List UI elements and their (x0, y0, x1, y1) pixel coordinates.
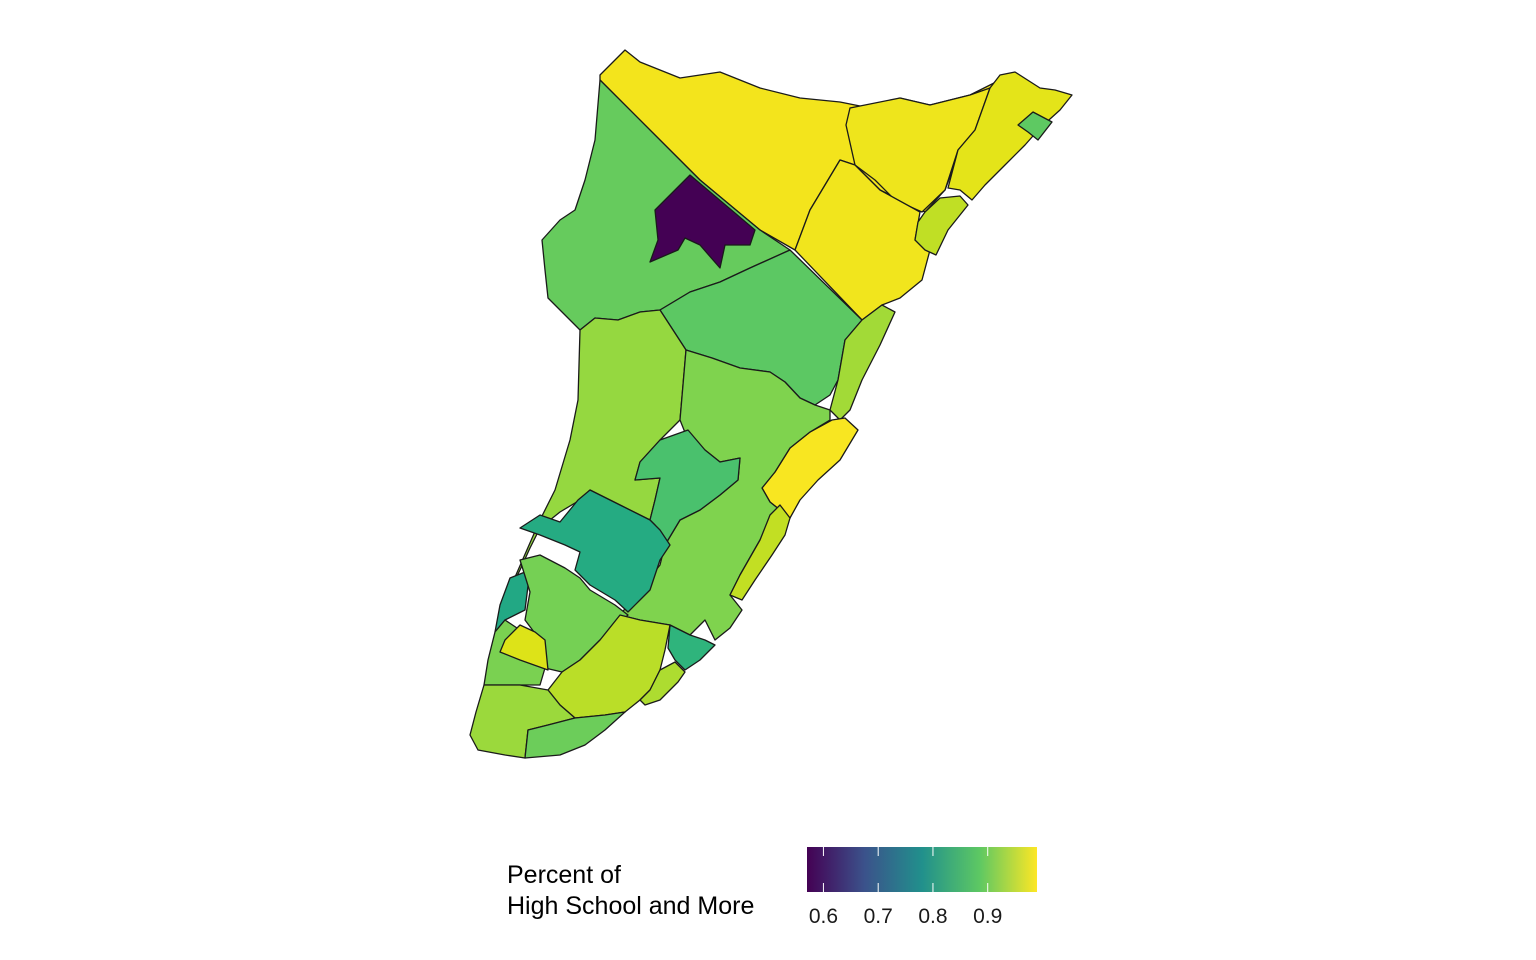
tract-southwest-yellow (499, 624, 549, 671)
tract-coastal-lime (914, 195, 969, 256)
tract-northeast-coast (947, 71, 1073, 201)
legend-tick-label: 0.6 (808, 905, 839, 928)
legend-tick-label: 0.7 (863, 905, 893, 928)
legend-colorbar (807, 847, 1037, 892)
legend-tick-label: 0.8 (918, 905, 948, 928)
tract-teal-west (494, 569, 531, 633)
tract-teal-central (519, 489, 671, 613)
tract-coastal-small-green (1017, 111, 1053, 141)
tract-dark (649, 174, 756, 269)
tract-southeast-beach (729, 504, 791, 601)
legend-title-line2: High School and More (507, 892, 755, 920)
tract-southeast-teal (667, 624, 716, 671)
legend-tick-label: 0.9 (973, 905, 1003, 928)
tract-south-tip-east (524, 711, 626, 759)
tract-coastal-strip-mid (829, 304, 896, 421)
legend-title: Percent of High School and More (507, 860, 754, 922)
legend-title-line1: Percent of (507, 861, 621, 889)
tract-southeast-coast (639, 661, 686, 706)
